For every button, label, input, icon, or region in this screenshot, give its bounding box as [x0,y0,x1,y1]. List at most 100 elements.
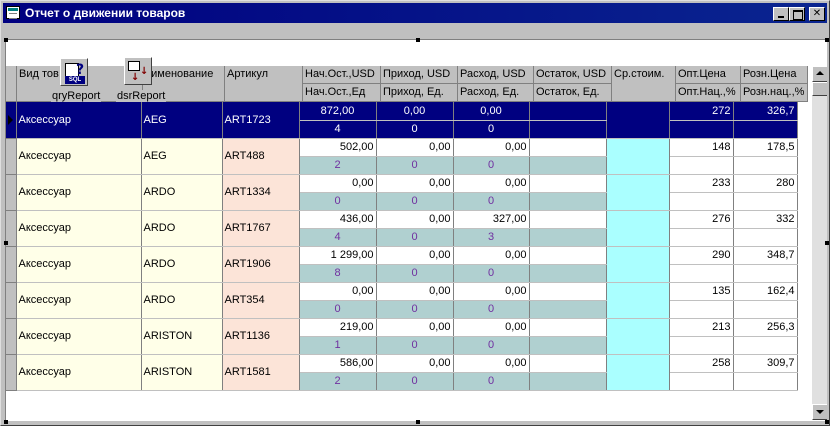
cell-ost-ed[interactable] [529,120,607,139]
cell-article[interactable]: ART1723 [222,102,300,139]
cell-article[interactable]: ART354 [222,282,300,319]
cell-opt-price[interactable]: 148 [669,138,734,157]
cell-avg-cost[interactable] [606,318,670,355]
cell-retail-price[interactable]: 332 [733,210,798,229]
cell-ost-usd[interactable] [529,102,607,121]
selection-handle[interactable] [4,241,8,245]
selection-handle[interactable] [4,38,8,42]
cell-name[interactable]: ARISTON [141,318,223,355]
row-indicator[interactable] [6,282,17,319]
app-icon[interactable] [6,6,20,19]
header-nach-usd[interactable]: Нач.Ост.,USD [303,66,381,84]
cell-retail-markup[interactable] [733,264,798,283]
cell-nach-ed[interactable]: 4 [299,120,377,139]
cell-ost-usd[interactable] [529,138,607,157]
maximize-button[interactable] [789,7,805,21]
cell-opt-price[interactable]: 135 [669,282,734,301]
row-indicator[interactable] [6,246,17,283]
scroll-down-button[interactable] [812,404,827,420]
cell-prih-ed[interactable]: 0 [376,300,454,319]
cell-ost-usd[interactable] [529,354,607,373]
cell-article[interactable]: ART488 [222,138,300,175]
cell-nach-ed[interactable]: 2 [299,372,377,391]
grid-body[interactable]: Аксессуар AEG ART1723 872,00 0,00 0,00 272 326,… [6,102,798,391]
cell-opt-markup[interactable] [669,120,734,139]
cell-ost-ed[interactable] [529,264,607,283]
cell-prih-ed[interactable]: 0 [376,336,454,355]
cell-article[interactable]: ART1334 [222,174,300,211]
row-indicator[interactable] [6,210,17,247]
cell-avg-cost[interactable] [606,138,670,175]
cell-vid[interactable]: Аксессуар [16,210,142,247]
cell-retail-markup[interactable] [733,336,798,355]
cell-prih-ed[interactable]: 0 [376,228,454,247]
cell-retail-price[interactable]: 348,7 [733,246,798,265]
header-opt-price[interactable]: Опт.Цена [676,66,741,84]
cell-nach-usd[interactable]: 1 299,00 [299,246,377,265]
cell-name[interactable]: AEG [141,138,223,175]
table-row[interactable]: Аксессуар ARDO ART1334 0,00 0,00 0,00 233 280 [6,174,798,211]
cell-nach-usd[interactable]: 586,00 [299,354,377,373]
cell-opt-markup[interactable] [669,300,734,319]
cell-nach-usd[interactable]: 219,00 [299,318,377,337]
header-retail-price[interactable]: Розн.Цена [741,66,808,84]
cell-ost-ed[interactable] [529,156,607,175]
cell-avg-cost[interactable] [606,102,670,139]
cell-retail-markup[interactable] [733,228,798,247]
cell-name[interactable]: ARDO [141,246,223,283]
cell-nach-usd[interactable]: 0,00 [299,174,377,193]
cell-opt-price[interactable]: 233 [669,174,734,193]
cell-vid[interactable]: Аксессуар [16,174,142,211]
cell-ost-usd[interactable] [529,318,607,337]
cell-rash-ed[interactable]: 0 [453,192,530,211]
cell-opt-markup[interactable] [669,336,734,355]
cell-vid[interactable]: Аксессуар [16,246,142,283]
cell-prih-usd[interactable]: 0,00 [376,102,454,121]
cell-avg-cost[interactable] [606,282,670,319]
table-row[interactable]: Аксессуар AEG ART1723 872,00 0,00 0,00 272 326,… [6,102,798,139]
cell-nach-ed[interactable]: 8 [299,264,377,283]
table-row[interactable]: Аксессуар ARISTON ART1136 219,00 0,00 0,00 213… [6,318,798,355]
cell-prih-ed[interactable]: 0 [376,120,454,139]
cell-vid[interactable]: Аксессуар [16,354,142,391]
header-rash-ed[interactable]: Расход, Ед. [458,84,534,102]
cell-rash-ed[interactable]: 0 [453,372,530,391]
cell-retail-markup[interactable] [733,372,798,391]
cell-article[interactable]: ART1136 [222,318,300,355]
selection-handle[interactable] [416,420,420,424]
table-row[interactable]: Аксессуар AEG ART488 502,00 0,00 0,00 148 178,5 [6,138,798,175]
row-indicator[interactable] [6,354,17,391]
cell-retail-price[interactable]: 280 [733,174,798,193]
cell-opt-markup[interactable] [669,156,734,175]
cell-rash-usd[interactable]: 327,00 [453,210,530,229]
cell-retail-markup[interactable] [733,156,798,175]
selection-handle[interactable] [825,38,829,42]
cell-opt-price[interactable]: 258 [669,354,734,373]
cell-retail-price[interactable]: 178,5 [733,138,798,157]
cell-rash-usd[interactable]: 0,00 [453,138,530,157]
cell-vid[interactable]: Аксессуар [16,318,142,355]
cell-ost-usd[interactable] [529,246,607,265]
vertical-scrollbar[interactable] [812,66,827,420]
cell-nach-usd[interactable]: 872,00 [299,102,377,121]
cell-nach-ed[interactable]: 2 [299,156,377,175]
cell-prih-usd[interactable]: 0,00 [376,174,454,193]
cell-rash-ed[interactable]: 0 [453,264,530,283]
cell-ost-ed[interactable] [529,228,607,247]
scroll-thumb[interactable] [812,82,827,96]
cell-nach-ed[interactable]: 4 [299,228,377,247]
table-row[interactable]: Аксессуар ARDO ART354 0,00 0,00 0,00 135 162,4 [6,282,798,319]
header-nach-ed[interactable]: Нач.Ост.,Ед [303,84,381,102]
query-component[interactable]: ? SQL [60,58,88,86]
cell-opt-markup[interactable] [669,372,734,391]
datasource-component[interactable]: ↓ ↓ [124,57,152,85]
cell-ost-ed[interactable] [529,300,607,319]
cell-rash-usd[interactable]: 0,00 [453,174,530,193]
cell-prih-usd[interactable]: 0,00 [376,354,454,373]
header-avg-cost[interactable]: Ср.стоим. [612,66,676,102]
